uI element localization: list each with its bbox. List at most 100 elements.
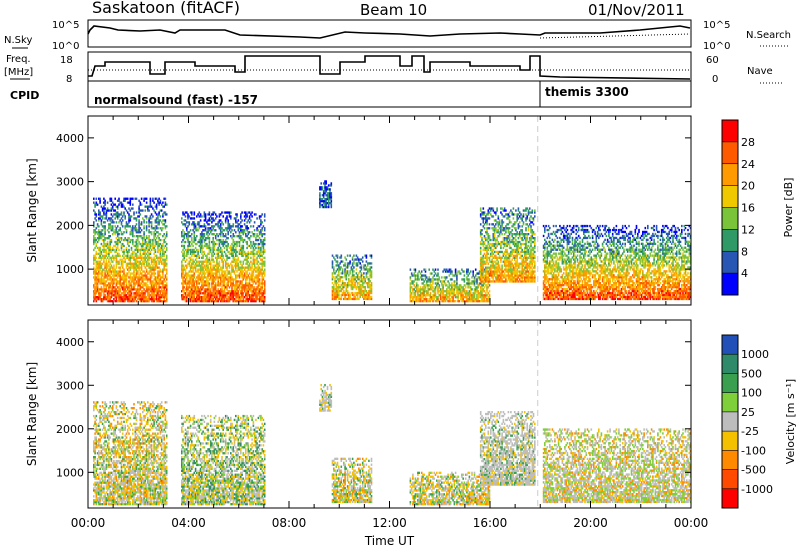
echo-cell	[189, 274, 192, 277]
echo-cell	[110, 276, 113, 279]
echo-cell	[96, 268, 99, 271]
echo-cell	[115, 264, 118, 267]
echo-cell	[150, 272, 153, 275]
echo-cell	[113, 244, 115, 248]
echo-cell	[240, 225, 242, 228]
echo-cell	[221, 248, 223, 252]
echo-cell	[110, 229, 113, 232]
echo-cell	[120, 262, 123, 265]
echo-cell	[152, 298, 154, 301]
echo-cell	[231, 276, 233, 279]
echo-cell	[222, 274, 224, 277]
echo-cell	[126, 211, 129, 214]
echo-cell	[193, 286, 196, 289]
echo-cell	[327, 200, 330, 203]
echo-cell	[93, 209, 95, 212]
echo-cell	[199, 242, 202, 246]
echo-cell	[192, 240, 194, 244]
echo-cell	[147, 242, 149, 246]
echo-cell	[157, 258, 159, 261]
echo-cell	[240, 266, 242, 269]
echo-cell	[148, 262, 150, 265]
echo-cell	[319, 205, 321, 209]
echo-cell	[192, 260, 194, 263]
echo-cell	[206, 221, 208, 224]
echo-cell	[370, 262, 373, 265]
echo-cell	[125, 231, 128, 234]
echo-cell	[95, 231, 98, 234]
echo-cell	[140, 235, 143, 238]
echo-cell	[233, 278, 236, 281]
echo-cell	[193, 290, 196, 293]
echo-cell	[446, 276, 448, 279]
echo-cell	[132, 207, 134, 210]
echo-cell	[133, 274, 135, 277]
echo-cell	[108, 254, 110, 257]
echo-cell	[139, 209, 142, 212]
echo-cell	[182, 213, 184, 216]
echo-cell	[193, 250, 196, 254]
echo-cell	[125, 276, 128, 279]
echo-cell	[114, 231, 116, 234]
echo-cell	[194, 300, 197, 303]
echo-cell	[211, 217, 213, 220]
echo-cell	[187, 292, 189, 295]
echo-cell	[231, 292, 233, 295]
echo-cell	[206, 233, 208, 236]
echo-cell	[488, 294, 491, 297]
echo-cell	[100, 250, 103, 254]
echo-cell	[204, 292, 207, 295]
echo-cell	[115, 211, 118, 214]
echo-cell	[137, 248, 139, 252]
echo-cell	[121, 254, 124, 257]
echo-cell	[217, 300, 219, 303]
echo-cell	[165, 286, 168, 289]
echo-cell	[224, 211, 227, 214]
echo-cell	[240, 286, 242, 289]
echo-cell	[103, 290, 105, 293]
echo-cell	[228, 252, 231, 255]
echo-cell	[204, 217, 207, 220]
echo-cell	[238, 240, 241, 244]
echo-cell	[189, 278, 192, 281]
echo-cell	[132, 280, 134, 283]
echo-cell	[155, 231, 158, 234]
echo-cell	[133, 300, 135, 303]
echo-cell	[100, 221, 103, 224]
echo-cell	[129, 294, 132, 297]
echo-cell	[226, 278, 228, 281]
echo-cell	[451, 286, 453, 289]
echo-cell	[109, 256, 111, 259]
echo-cell	[106, 209, 109, 212]
echo-cell	[206, 262, 208, 265]
echo-cell	[157, 215, 159, 218]
echo-cell	[219, 292, 222, 295]
echo-cell	[468, 280, 471, 283]
echo-cell	[219, 231, 222, 234]
echo-cell	[124, 286, 126, 289]
echo-cell	[237, 256, 240, 259]
echo-cell	[184, 233, 187, 236]
echo-cell	[226, 298, 228, 301]
echo-cell	[204, 242, 207, 246]
echo-cell	[111, 260, 114, 263]
echo-cell	[191, 274, 193, 277]
echo-cell	[163, 258, 165, 261]
echo-cell	[203, 290, 206, 293]
echo-cell	[219, 248, 222, 252]
echo-cell	[94, 233, 96, 236]
echo-cell	[228, 300, 231, 303]
echo-cell	[236, 242, 238, 246]
echo-cell	[196, 242, 198, 246]
echo-cell	[153, 252, 155, 255]
echo-cell	[231, 242, 233, 246]
echo-cell	[164, 294, 167, 297]
echo-cell	[214, 296, 217, 299]
echo-cell	[116, 296, 119, 299]
echo-cell	[105, 215, 108, 218]
echo-cell	[95, 203, 98, 206]
echo-cell	[138, 290, 140, 293]
echo-cell	[227, 223, 229, 226]
echo-cell	[193, 282, 196, 285]
echo-cell	[213, 288, 216, 291]
